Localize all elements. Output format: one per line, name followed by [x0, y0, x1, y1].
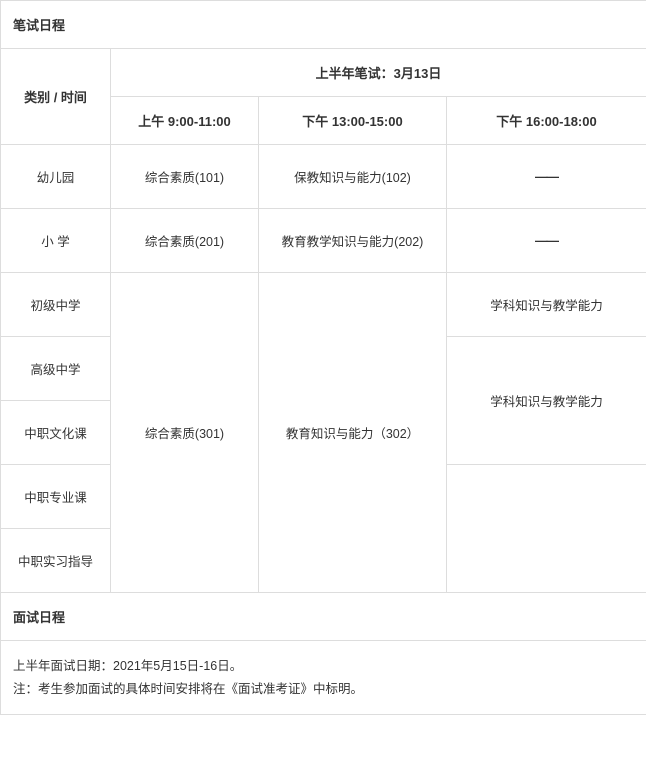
kindergarten-col2: 保教知识与能力(102): [259, 145, 447, 209]
interview-info-cell: 上半年面试日期：2021年5月15日-16日。 注：考生参加面试的具体时间安排将…: [1, 641, 646, 715]
interview-header-row: 面试日程: [1, 593, 646, 641]
interview-info-row: 上半年面试日期：2021年5月15日-16日。 注：考生参加面试的具体时间安排将…: [1, 641, 646, 715]
kindergarten-col3: ——: [447, 145, 646, 209]
interview-note-line: 注：考生参加面试的具体时间安排将在《面试准考证》中标明。: [13, 678, 634, 701]
schedule-table: 笔试日程 类别 / 时间 上半年笔试：3月13日 上午 9:00-11:00 下…: [0, 0, 646, 715]
senior-high-category: 高级中学: [1, 337, 111, 401]
kindergarten-row: 幼儿园 综合素质(101) 保教知识与能力(102) ——: [1, 145, 646, 209]
category-time-header: 类别 / 时间: [1, 49, 111, 145]
junior-high-row: 初级中学 综合素质(301) 教育知识与能力（302） 学科知识与教学能力: [1, 273, 646, 337]
primary-col2: 教育教学知识与能力(202): [259, 209, 447, 273]
primary-col3: ——: [447, 209, 646, 273]
vocational-intern-category: 中职实习指导: [1, 529, 111, 593]
date-header-row: 类别 / 时间 上半年笔试：3月13日: [1, 49, 646, 97]
vocational-major-category: 中职专业课: [1, 465, 111, 529]
afternoon2-slot: 下午 16:00-18:00: [447, 97, 646, 145]
primary-row: 小 学 综合素质(201) 教育教学知识与能力(202) ——: [1, 209, 646, 273]
merged-col1: 综合素质(301): [111, 273, 259, 593]
vocational-culture-category: 中职文化课: [1, 401, 111, 465]
primary-col1: 综合素质(201): [111, 209, 259, 273]
kindergarten-col1: 综合素质(101): [111, 145, 259, 209]
interview-title: 面试日程: [1, 593, 646, 641]
main-date-header: 上半年笔试：3月13日: [111, 49, 646, 97]
written-exam-header-row: 笔试日程: [1, 1, 646, 49]
interview-date-line: 上半年面试日期：2021年5月15日-16日。: [13, 655, 634, 678]
morning-slot: 上午 9:00-11:00: [111, 97, 259, 145]
junior-high-col3: 学科知识与教学能力: [447, 273, 646, 337]
written-exam-title: 笔试日程: [1, 1, 646, 49]
schedule-table-container: 笔试日程 类别 / 时间 上半年笔试：3月13日 上午 9:00-11:00 下…: [0, 0, 646, 715]
senior-high-col3: 学科知识与教学能力: [447, 337, 646, 465]
merged-col2: 教育知识与能力（302）: [259, 273, 447, 593]
kindergarten-category: 幼儿园: [1, 145, 111, 209]
junior-high-category: 初级中学: [1, 273, 111, 337]
afternoon1-slot: 下午 13:00-15:00: [259, 97, 447, 145]
primary-category: 小 学: [1, 209, 111, 273]
vocational-col3-empty: [447, 465, 646, 593]
